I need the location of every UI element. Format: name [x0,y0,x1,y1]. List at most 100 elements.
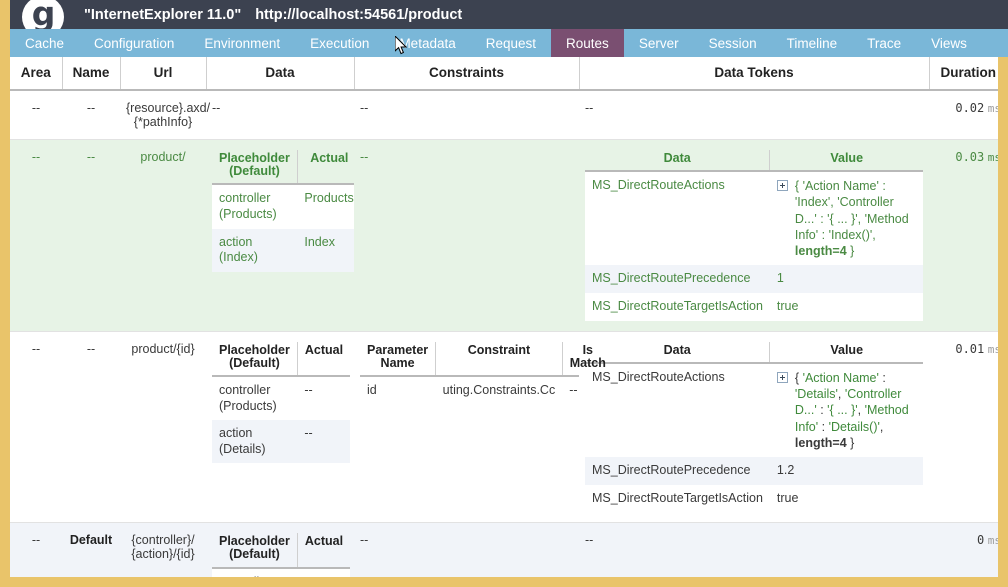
url-line-1: {resource}.axd/ [126,101,211,115]
cell-name: -- [62,331,120,524]
col-header-actual[interactable]: Actual [296,150,361,186]
col-header-token-data[interactable]: Data [585,150,770,173]
data-token-row: MS_DirectRoutePrecedence 1 [585,265,923,293]
routes-table-body: -- -- {resource}.axd/{*pathInfo} -- -- -- 0.02… [10,90,998,577]
placeholder-name: action [219,426,253,441]
table-row[interactable]: -- -- {resource}.axd/{*pathInfo} -- -- -- 0.02… [10,90,998,140]
parameter-name-cell: id [360,375,436,405]
col-header-data-tokens[interactable]: Data Tokens [578,57,929,91]
title-bar-text: "InternetExplorer 11.0" http://localhost… [84,7,462,23]
tab-execution[interactable]: Execution [310,35,370,51]
tab-timeline[interactable]: Timeline [786,35,838,51]
cell-duration: 0.01 ms [929,331,998,524]
tab-trace[interactable]: Trace [867,35,902,51]
url-line-1: product/ [140,150,186,164]
duration-value: 0 [977,533,985,548]
col-header-duration[interactable]: Duration [928,57,998,91]
col-header-token-value[interactable]: Value [769,150,923,173]
col-header-placeholder[interactable]: Placeholder (Default) [212,150,298,186]
token-value-cell: { 'Action Name' : 'Details', 'Controller… [769,362,923,457]
col-header-area[interactable]: Area [10,57,62,91]
placeholder-cell: action (Index) [212,228,298,272]
placeholder-name: controller [219,191,271,206]
placeholder-header-row: Placeholder (Default) Actual [212,341,351,377]
token-json-value: { 'Action Name' : 'Index', 'Controller D… [794,179,909,259]
placeholder-row: controller (Products) Products [212,184,361,229]
route-name: -- [86,101,96,115]
cell-name: Default [62,522,120,577]
cell-url: {resource}.axd/{*pathInfo} [120,90,210,140]
constraints-header-row: Parameter Name Constraint Is Match [360,341,613,377]
tab-bar[interactable]: Cache Configuration Environment Execution Me… [10,29,1008,57]
token-key-cell: MS_DirectRouteActions [585,362,770,457]
col-header-actual[interactable]: Actual [296,533,351,569]
tab-metadata[interactable]: Metadata [399,35,456,51]
placeholder-row: action (Details) -- [212,420,351,464]
cell-area: -- [10,522,62,577]
placeholder-cell: controller (Products) [212,375,298,421]
col-header-token-data[interactable]: Data [585,341,770,364]
col-header-placeholder[interactable]: Placeholder (Default) [212,341,298,377]
table-row[interactable]: -- -- product/{id} Placeholder (Default) Actu… [10,331,998,524]
constraints-table: Parameter Name Constraint Is Match id uting.Co… [360,341,613,405]
token-value-cell: { 'Action Name' : 'Index', 'Controller D… [769,171,923,266]
tab-views[interactable]: Views [931,35,967,51]
data-tokens-header-row: Data Value [585,150,923,173]
col-header-constraint[interactable]: Constraint [435,341,563,377]
tab-configuration[interactable]: Configuration [94,35,175,51]
cell-data-tokens: -- [579,90,929,140]
data-tokens-table: Data Value MS_DirectRouteActions { 'Action … [585,341,923,513]
token-key-cell: MS_DirectRouteTargetIsAction [585,484,770,513]
duration-unit: ms [987,534,998,548]
expand-plus-icon[interactable] [776,371,788,383]
col-header-parameter-name[interactable]: Parameter Name [360,341,436,377]
token-value-cell: true [769,484,923,513]
placeholder-table: Placeholder(Default)Actualcontroller(Hom… [212,533,351,577]
tab-session[interactable]: Session [708,35,757,51]
cell-constraints: -- [354,139,579,332]
duration-unit: ms [987,102,998,115]
col-header-url[interactable]: Url [119,57,206,91]
data-token-row: MS_DirectRouteTargetIsAction true [585,293,923,321]
col-header-placeholder[interactable]: Placeholder (Default) [212,533,298,569]
token-key-cell: MS_DirectRouteTargetIsAction [585,293,770,321]
data-token-row: MS_DirectRouteActions { 'Action Name' : '… [585,362,923,457]
tab-request[interactable]: Request [485,35,537,51]
placeholder-table: Placeholder (Default) Actual controller (Pro… [212,341,351,464]
constraint-cell: uting.Constraints.Cc [435,375,563,405]
routes-panel: Area Name Url Data Constraints Data Toke… [10,57,998,577]
placeholder-header-row: Placeholder (Default) Actual [212,150,361,186]
url-line-1: product/{id} [131,341,195,356]
table-row[interactable]: -- Default {controller}/{action}/{id} Place… [10,522,998,577]
placeholder-default: (Details) [219,441,266,456]
tab-cache[interactable]: Cache [25,35,65,51]
actual-cell: -- [297,375,351,421]
col-header-actual[interactable]: Actual [296,341,351,377]
actual-cell: -- [297,420,351,464]
table-row[interactable]: -- -- product/Placeholder (Default) Actual co… [10,139,998,332]
tab-routes[interactable]: Routes [551,29,624,57]
col-header-data[interactable]: Data [205,57,354,91]
cell-data-tokens: -- [579,522,929,577]
placeholder-label: Placeholder [219,342,290,357]
placeholder-cell: controller(Home) [212,567,298,577]
col-header-token-value[interactable]: Value [769,341,923,364]
cell-data-tokens: Data Value MS_DirectRouteActions { 'Action … [579,331,929,524]
cell-name: -- [62,139,120,332]
col-header-constraints[interactable]: Constraints [353,57,579,91]
cell-duration: 0.03 ms [929,139,998,332]
token-value-cell: true [769,293,923,321]
col-header-is-match[interactable]: Is Match [561,341,613,377]
col-header-name[interactable]: Name [61,57,120,91]
url-label: http://localhost:54561/product [255,6,463,23]
routes-header-row: Area Name Url Data Constraints Data Toke… [10,57,998,91]
expand-plus-icon[interactable] [776,180,788,192]
placeholder-row: action (Index) Index [212,228,361,272]
tab-environment[interactable]: Environment [204,35,281,51]
tab-server[interactable]: Server [638,35,679,51]
duration-value: 0.03 [955,150,985,164]
data-token-row: MS_DirectRouteActions { 'Action Name' : '… [585,171,923,266]
cell-data: Placeholder (Default) Actual controller (Pro… [206,139,361,332]
cell-duration: 0.02 ms [929,90,998,140]
